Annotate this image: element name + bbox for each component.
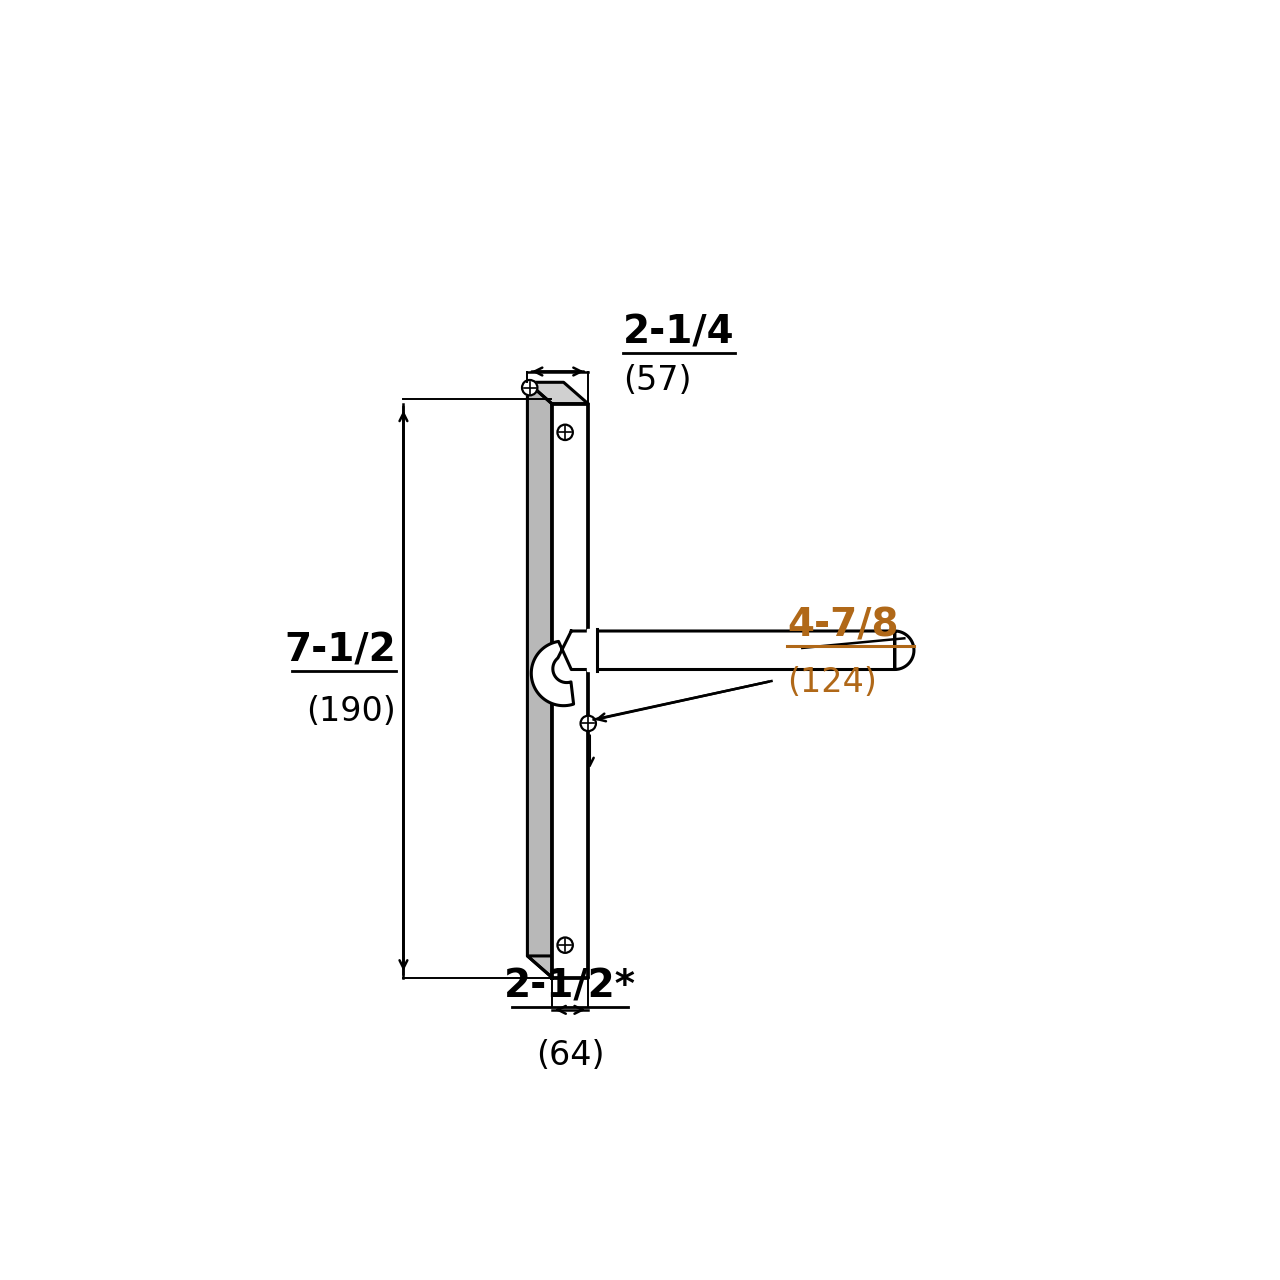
Text: (64): (64) [536, 1039, 604, 1073]
Polygon shape [552, 404, 589, 978]
Text: 2-1/4: 2-1/4 [623, 314, 735, 352]
Circle shape [558, 937, 573, 952]
Circle shape [581, 716, 596, 731]
Text: (124): (124) [787, 666, 877, 699]
Circle shape [558, 425, 573, 440]
Text: 4-7/8: 4-7/8 [787, 607, 899, 645]
Polygon shape [527, 383, 589, 404]
Text: 7-1/2: 7-1/2 [284, 631, 396, 669]
Circle shape [522, 380, 538, 396]
Polygon shape [531, 631, 914, 705]
Text: 2-1/2*: 2-1/2* [504, 968, 636, 1005]
Text: (190): (190) [306, 695, 396, 727]
Polygon shape [527, 956, 589, 978]
Text: (57): (57) [623, 364, 691, 397]
Polygon shape [527, 383, 552, 978]
Polygon shape [586, 630, 598, 671]
